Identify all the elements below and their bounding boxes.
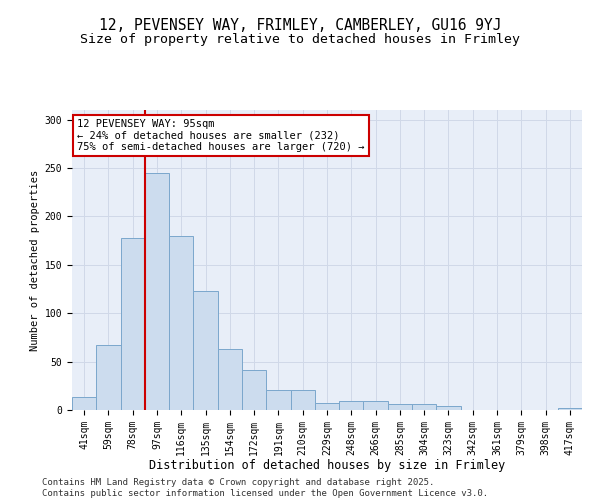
Text: Size of property relative to detached houses in Frimley: Size of property relative to detached ho… <box>80 32 520 46</box>
Bar <box>266 390 290 410</box>
Bar <box>145 173 169 410</box>
Text: 12, PEVENSEY WAY, FRIMLEY, CAMBERLEY, GU16 9YJ: 12, PEVENSEY WAY, FRIMLEY, CAMBERLEY, GU… <box>99 18 501 32</box>
Bar <box>412 404 436 410</box>
Bar <box>169 236 193 410</box>
Bar <box>315 403 339 410</box>
Text: Contains HM Land Registry data © Crown copyright and database right 2025.
Contai: Contains HM Land Registry data © Crown c… <box>42 478 488 498</box>
Bar <box>193 291 218 410</box>
X-axis label: Distribution of detached houses by size in Frimley: Distribution of detached houses by size … <box>149 459 505 472</box>
Text: 12 PEVENSEY WAY: 95sqm
← 24% of detached houses are smaller (232)
75% of semi-de: 12 PEVENSEY WAY: 95sqm ← 24% of detached… <box>77 119 365 152</box>
Bar <box>72 398 96 410</box>
Bar <box>121 238 145 410</box>
Bar <box>290 390 315 410</box>
Bar <box>436 406 461 410</box>
Bar <box>96 345 121 410</box>
Bar <box>339 402 364 410</box>
Bar <box>558 408 582 410</box>
Bar <box>242 370 266 410</box>
Bar <box>218 349 242 410</box>
Bar <box>364 402 388 410</box>
Bar <box>388 404 412 410</box>
Y-axis label: Number of detached properties: Number of detached properties <box>31 170 40 350</box>
